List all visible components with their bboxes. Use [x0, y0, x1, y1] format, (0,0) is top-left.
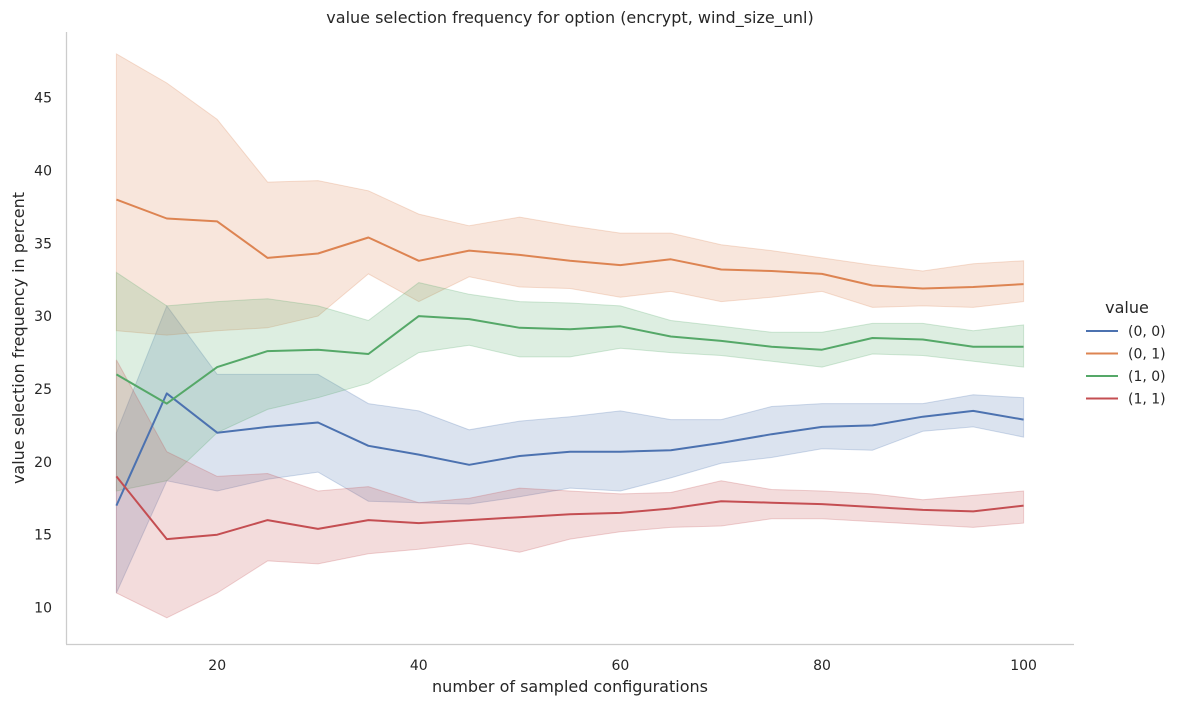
band-series-2 [115, 53, 1025, 336]
confidence-bands [115, 53, 1025, 619]
y-tick-label: 10 [34, 601, 52, 617]
y-tick-label: 20 [34, 455, 52, 471]
y-tick-label: 40 [34, 163, 52, 179]
line-series-1 [115, 392, 1024, 507]
chart-title: value selection frequency for option (en… [326, 8, 813, 28]
line-series-4 [115, 475, 1024, 541]
y-tick-label: 45 [34, 91, 52, 107]
x-tick-label: 40 [410, 658, 428, 674]
legend-label-4: (1, 1) [1128, 392, 1166, 408]
y-tick-label: 35 [34, 236, 52, 252]
y-tick-label: 30 [34, 309, 52, 325]
line-series-2 [116, 198, 1024, 290]
band-series-1 [115, 304, 1025, 594]
x-axis-ticks: 20 40 60 80 100 [208, 658, 1037, 674]
legend-label-3: (1, 0) [1128, 369, 1166, 385]
x-tick-label: 80 [813, 658, 831, 674]
line-series-3 [115, 315, 1024, 405]
legend-label-1: (0, 0) [1128, 324, 1166, 340]
x-axis-label: number of sampled configurations [432, 677, 708, 696]
band-series-3 [115, 271, 1025, 492]
y-axis-ticks: 10 15 20 25 30 35 40 45 [34, 91, 52, 617]
band-series-4 [115, 359, 1025, 619]
legend-title: value [1105, 298, 1149, 317]
y-axis-label: value selection frequency in percent [9, 192, 28, 484]
y-tick-label: 25 [34, 382, 52, 398]
x-tick-label: 100 [1010, 658, 1037, 674]
series-lines [115, 198, 1024, 541]
legend: value (0, 0) (0, 1) (1, 0) (1, 1) [1086, 298, 1166, 408]
x-tick-label: 20 [208, 658, 226, 674]
x-tick-label: 60 [611, 658, 629, 674]
legend-label-2: (0, 1) [1128, 347, 1166, 363]
y-tick-label: 15 [34, 528, 52, 544]
